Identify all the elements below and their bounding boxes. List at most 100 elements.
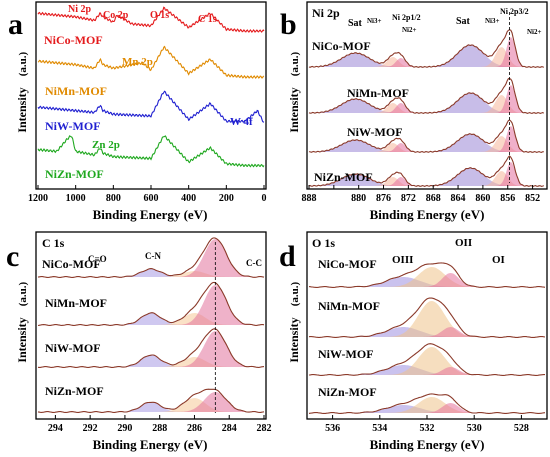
x-tick-label: 888	[302, 193, 317, 204]
b-label-ni3-right: Ni3+	[485, 17, 500, 25]
c-label-co: C=O	[88, 254, 107, 264]
fit-peak-area	[38, 402, 264, 412]
x-tick-label: 876	[376, 193, 391, 204]
panel-d-yunit: (a.u.)	[289, 281, 301, 306]
fit-peak-area	[38, 239, 264, 277]
survey-series-label: NiMn-MOF	[45, 84, 107, 98]
b-series-nimn: NiMn-MOF	[347, 86, 409, 100]
c-label-cn: C-N	[145, 251, 161, 261]
x-tick-label: 1000	[66, 193, 86, 204]
fit-envelope-nimn-mof	[37, 281, 265, 326]
survey-element-label: W 4f	[230, 116, 253, 128]
x-tick-label: 852	[525, 193, 540, 204]
survey-series-label: NiW-MOF	[45, 119, 101, 133]
fit-peak-area	[309, 347, 545, 375]
fit-peak-area	[309, 45, 545, 67]
d-label-o1: OI	[492, 254, 505, 266]
panel-b-ni2p: 888 880 876 872 868 864 860 856 852	[302, 12, 545, 204]
fit-envelope-nizn-mof	[37, 388, 265, 413]
c-series-nimn: NiMn-MOF	[45, 296, 107, 310]
x-tick-label: 290	[117, 423, 132, 434]
panel-a-letter: a	[8, 8, 23, 41]
d-label-o2: OII	[455, 237, 472, 249]
panel-c-title: C 1s	[42, 236, 65, 250]
fit-peak-area	[309, 47, 545, 67]
fit-envelope-nico-mof	[308, 29, 545, 68]
fit-peak-area	[38, 392, 264, 412]
b-series-nico: NiCo-MOF	[312, 39, 371, 53]
fit-envelope-nico-mof	[308, 262, 546, 288]
fit-envelope-niw-mof	[308, 343, 545, 376]
panel-b-letter: b	[280, 8, 297, 41]
fit-envelope-nico-mof	[37, 237, 265, 278]
x-tick-label: 0	[262, 193, 267, 204]
x-tick-label: 532	[420, 423, 435, 434]
c-label-cc: C-C	[246, 258, 262, 268]
fit-peak-area	[38, 313, 264, 325]
x-tick-label: 530	[467, 423, 482, 434]
x-tick-label: 868	[426, 193, 441, 204]
fit-envelope-niw-mof	[37, 328, 265, 368]
d-series-niw: NiW-MOF	[318, 347, 374, 361]
panel-d-letter: d	[279, 240, 296, 273]
panel-d-o1s: 536 534 532 530 528	[308, 262, 546, 434]
x-tick-label: 1200	[28, 193, 48, 204]
fit-envelope-nizn-mof	[308, 393, 546, 414]
panel-c-xlabel: Binding Energy (eV)	[93, 437, 208, 452]
panel-a-xlabel: Binding Energy (eV)	[93, 207, 208, 222]
panel-c-ylabel: Intensity	[15, 317, 29, 362]
fit-peak-area	[309, 140, 545, 152]
panel-b-title: Ni 2p	[312, 6, 340, 20]
x-tick-label: 864	[451, 193, 466, 204]
fit-peak-area	[309, 267, 545, 287]
fit-peak-area	[38, 269, 264, 277]
fit-envelope-nizn-mof	[308, 155, 545, 187]
panel-b-yunit: (a.u.)	[289, 51, 301, 76]
survey-peak-label: Co 2p	[103, 10, 129, 21]
b-label-sat-left: Sat	[348, 18, 363, 29]
survey-series-label: NiCo-MOF	[44, 33, 103, 47]
survey-series-label: NiZn-MOF	[45, 167, 104, 181]
fit-peak-area	[309, 134, 545, 152]
b-series-niw: NiW-MOF	[347, 125, 403, 139]
x-tick-label: 284	[222, 423, 237, 434]
fit-peak-area	[309, 171, 545, 186]
fit-envelope-nimn-mof	[308, 297, 546, 338]
b-label-ni2p12: Ni 2p1/2	[392, 13, 421, 22]
x-tick-label: 600	[144, 193, 159, 204]
b-label-ni2p32: Ni 2p3/2	[500, 7, 529, 16]
survey-curve-nimn-mof	[37, 45, 265, 80]
c-series-niw: NiW-MOF	[45, 341, 101, 355]
panel-a-yunit: (a.u.)	[17, 51, 29, 76]
x-tick-label: 536	[325, 423, 340, 434]
d-series-nizn: NiZn-MOF	[318, 385, 377, 399]
x-tick-label: 800	[106, 193, 121, 204]
c-series-nizn: NiZn-MOF	[45, 384, 104, 398]
fit-peak-area	[309, 95, 545, 113]
b-label-ni2-right: Ni2+	[527, 28, 542, 36]
fit-peak-area	[309, 168, 545, 186]
panel-c-c1s: 294 292 290 288 286 284 282	[37, 237, 272, 434]
panel-b-xlabel: Binding Energy (eV)	[370, 207, 485, 222]
panel-d-xlabel: Binding Energy (eV)	[370, 437, 485, 452]
survey-curve-niw-mof	[37, 90, 265, 124]
survey-curve-nizn-mof	[37, 135, 265, 168]
panel-c-letter: c	[6, 240, 19, 273]
b-label-sat-right: Sat	[456, 16, 471, 27]
panel-a-ylabel: Intensity	[15, 87, 29, 132]
c-series-nico: NiCo-MOF	[42, 257, 101, 271]
survey-element-label: Zn 2p	[92, 139, 120, 151]
x-tick-label: 288	[152, 423, 167, 434]
panel-b-frame	[306, 1, 548, 190]
fit-peak-area	[309, 397, 545, 413]
survey-peak-label: C 1s	[198, 14, 217, 25]
d-series-nico: NiCo-MOF	[318, 257, 377, 271]
survey-peak-label: Ni 2p	[68, 4, 92, 15]
survey-peak-label: O 1s	[150, 10, 169, 21]
fit-envelope-nimn-mof	[308, 78, 545, 114]
panel-d-title: O 1s	[312, 236, 335, 250]
x-tick-label: 880	[351, 193, 366, 204]
survey-curve-nico-mof	[37, 6, 265, 34]
x-tick-label: 872	[401, 193, 416, 204]
